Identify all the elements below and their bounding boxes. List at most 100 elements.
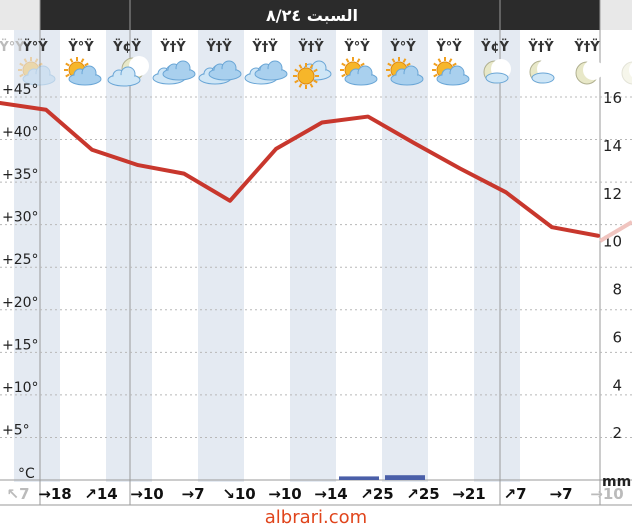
cloud-fill — [164, 69, 194, 79]
wind-direction-arrow: ↗ — [406, 485, 419, 503]
partly-sunny-icon — [18, 57, 56, 86]
header-left-blank — [0, 0, 40, 30]
wind-direction-arrow: ↗ — [360, 485, 373, 503]
wind-speed: 10 — [235, 485, 256, 503]
precip-bar — [385, 475, 425, 480]
cloud-fill — [109, 75, 139, 85]
hour-label: Ÿ°Ÿ — [389, 39, 416, 55]
cloud-puff — [35, 65, 51, 81]
left-tick-label: +15° — [2, 337, 39, 353]
left-tick-label: +45° — [2, 82, 39, 98]
cloudy-icon — [152, 60, 196, 85]
watermark-text: albrari.com — [265, 507, 367, 527]
wind-direction-arrow: ↘ — [222, 485, 235, 503]
wind-reading: ↗14 — [84, 485, 117, 503]
sun-icon — [293, 63, 319, 89]
day-header: السبت ٨/٢٤ — [0, 0, 632, 30]
cloud-shape — [162, 60, 196, 81]
cloud-shape — [68, 65, 102, 86]
moon-cloud-icon — [483, 59, 511, 84]
sun-ray — [34, 77, 39, 82]
header-current-day — [130, 0, 500, 30]
precip-bar — [339, 476, 379, 480]
sun-behind-cloud-icon — [293, 60, 332, 89]
cloud-fill — [346, 74, 376, 84]
cloud-puff — [27, 68, 41, 82]
left-tick-label: +40° — [2, 125, 39, 141]
partly-sunny-icon — [386, 57, 424, 86]
wind-speed: 25 — [373, 485, 394, 503]
sun-ray — [437, 58, 442, 63]
wind-direction-arrow: → — [268, 485, 281, 503]
right-tick-label: 12 — [603, 185, 622, 203]
partly-sunny-icon — [432, 57, 470, 86]
sun-ray — [294, 68, 299, 73]
hour-labels: Ÿ°Ÿ Ÿ°Ÿ Ÿ¢Ÿ Ÿ†Ÿ Ÿ†Ÿ Ÿ†Ÿ Ÿ†Ÿ Ÿ°Ÿ Ÿ°Ÿ Ÿ°Ÿ Ÿ¢Ÿ Ÿ†Ÿ Ÿ†ŸŸ… — [0, 39, 600, 55]
sun-ray — [341, 73, 346, 78]
sun-ray — [448, 58, 453, 63]
hour-label: Ÿ¢Ÿ — [112, 39, 141, 55]
wind-speed: 7 — [516, 485, 526, 503]
wind-reading: →21 — [452, 485, 485, 503]
moon-disc — [621, 61, 632, 85]
stripe — [198, 30, 244, 482]
moon-cut — [583, 60, 603, 80]
wind-direction-arrow: → — [38, 485, 51, 503]
moon-icon — [621, 61, 632, 85]
column-stripes — [14, 30, 520, 482]
sun-ray — [294, 79, 299, 84]
header-right-blank — [600, 0, 632, 30]
sun-ray — [452, 62, 457, 67]
wind-reading: →7 — [549, 485, 572, 503]
cloud-fill — [392, 74, 422, 84]
left-tick-label: +25° — [2, 252, 39, 268]
cloud-shape — [107, 66, 141, 87]
wind-reading: ↘10 — [222, 485, 255, 503]
temperature-line — [0, 100, 600, 238]
cloud-shape — [208, 60, 242, 81]
sun-ray — [38, 73, 43, 78]
left-tick-label: +35° — [2, 167, 39, 183]
cloud-fill — [438, 74, 468, 84]
moon-cloud-icon — [529, 59, 557, 84]
wind-reading: ↗25 — [360, 485, 393, 503]
sun-ray — [298, 83, 303, 88]
hour-label: Ÿ°Ÿ — [343, 39, 370, 55]
left-axis-unit: °C — [18, 466, 35, 482]
wind-speed: 21 — [465, 485, 486, 503]
sun-ray — [313, 68, 318, 73]
cloud-shape — [22, 65, 56, 86]
cloud-shape — [436, 65, 470, 86]
sun-ray — [23, 58, 28, 63]
moon-shape — [529, 59, 557, 84]
sun-ray — [19, 62, 24, 67]
sun-ray — [356, 58, 361, 63]
moon-cloud — [531, 72, 555, 84]
wind-reading: ↖7 — [6, 485, 29, 503]
wind-speed: 10 — [603, 485, 624, 503]
stripe — [290, 30, 336, 482]
right-tick-label: 2 — [612, 424, 622, 442]
hour-label: Ÿ†Ÿ — [159, 39, 186, 55]
moon-shape — [483, 59, 511, 84]
sun-icon — [18, 57, 44, 83]
right-tick-label: 14 — [603, 137, 622, 155]
sun-ray — [402, 58, 407, 63]
wind-speed: 7 — [19, 485, 29, 503]
sun-ray — [341, 62, 346, 67]
wind-speed: 10 — [281, 485, 302, 503]
wind-direction-arrow: ↗ — [84, 485, 97, 503]
right-tick-label: 4 — [612, 376, 622, 394]
sun-ray — [345, 58, 350, 63]
wind-direction-arrow: → — [181, 485, 194, 503]
sun-ray — [360, 62, 365, 67]
cloud-fill — [256, 69, 286, 79]
wind-speed: 25 — [419, 485, 440, 503]
wind-direction-arrow: → — [452, 485, 465, 503]
partly-sunny-icon — [64, 57, 102, 86]
wind-reading: →7 — [181, 485, 204, 503]
sun-ray — [38, 62, 43, 67]
cloud-shape — [344, 65, 378, 86]
